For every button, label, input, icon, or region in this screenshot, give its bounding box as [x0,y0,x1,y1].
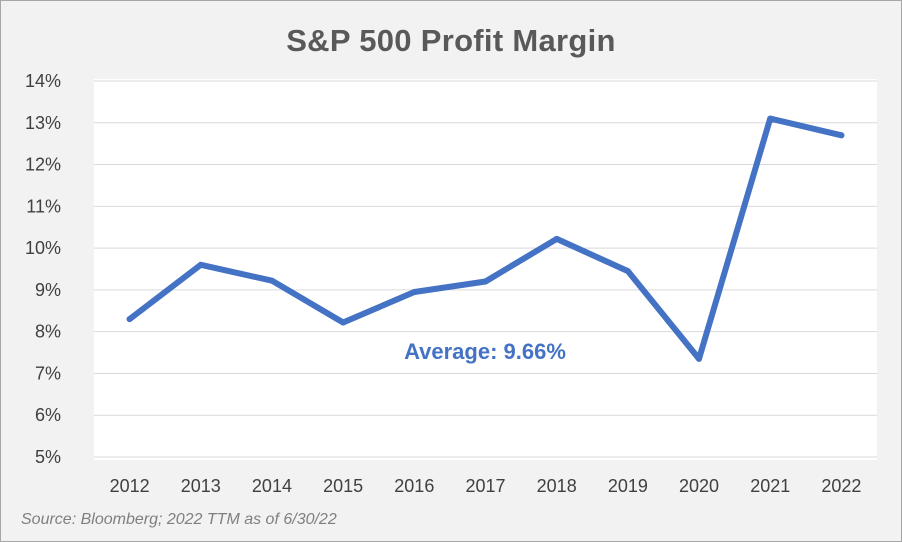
x-tick-label: 2016 [394,476,434,496]
y-tick-label: 12% [25,155,61,175]
data-point [268,277,275,284]
x-tick-label: 2013 [181,476,221,496]
y-tick-label: 7% [35,363,61,383]
data-point [624,268,631,275]
data-point [197,261,204,268]
data-point [553,235,560,242]
x-tick-label: 2015 [323,476,363,496]
y-tick-label: 8% [35,322,61,342]
y-tick-label: 13% [25,113,61,133]
data-point [482,278,489,285]
series-line [126,115,845,362]
x-tick-label: 2012 [110,476,150,496]
y-tick-label: 14% [25,71,61,91]
y-tick-label: 10% [25,238,61,258]
data-point [767,115,774,122]
average-annotation: Average: 9.66% [404,339,566,364]
chart-title: S&P 500 Profit Margin [286,23,616,58]
data-point [411,288,418,295]
x-tick-label: 2022 [821,476,861,496]
x-tick-label: 2017 [465,476,505,496]
data-point [838,132,845,139]
y-tick-label: 11% [26,196,61,216]
x-tick-label: 2021 [750,476,790,496]
data-point [696,355,703,362]
x-tick-label: 2014 [252,476,292,496]
y-tick-label: 9% [35,280,61,300]
source-note: Source: Bloomberg; 2022 TTM as of 6/30/2… [21,511,337,528]
y-tick-label: 6% [35,405,61,425]
y-tick-label: 5% [35,447,61,467]
data-point [340,319,347,326]
data-point [126,316,133,323]
x-tick-label: 2019 [608,476,648,496]
x-tick-label: 2020 [679,476,719,496]
x-tick-label: 2018 [537,476,577,496]
